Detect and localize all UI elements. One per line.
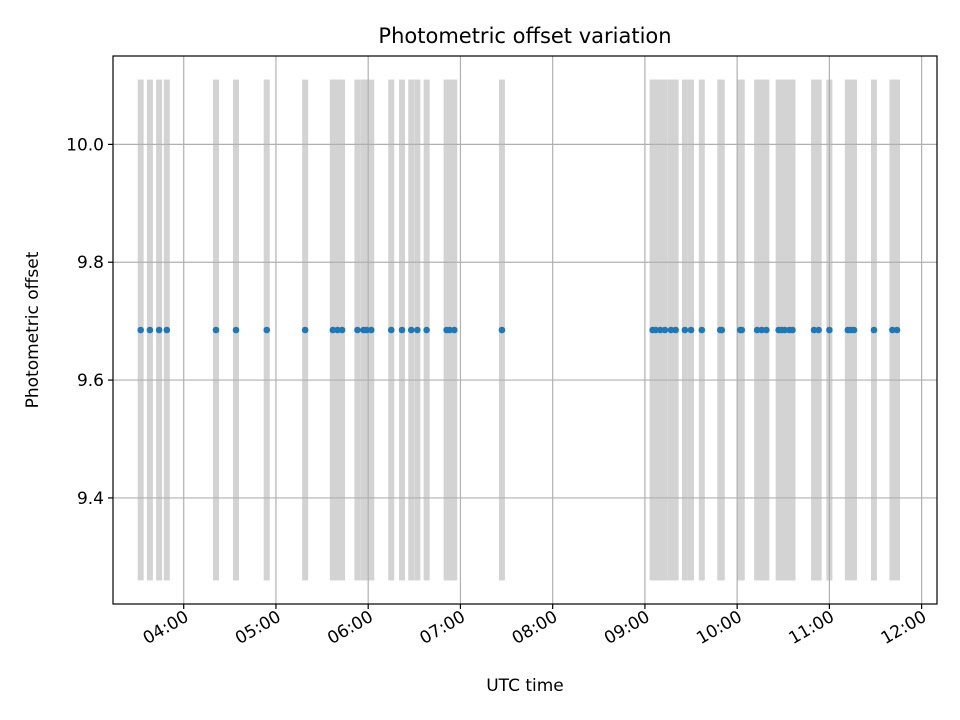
data-point — [155, 326, 163, 334]
data-point — [698, 326, 706, 334]
x-tick-label: 06:00 — [324, 607, 376, 649]
x-tick-label: 12:00 — [878, 607, 930, 649]
chart-title: Photometric offset variation — [378, 24, 671, 48]
data-point — [687, 326, 695, 334]
data-point — [893, 326, 901, 334]
data-point — [163, 326, 171, 334]
y-tick-label: 9.8 — [77, 253, 104, 273]
data-point — [763, 326, 770, 334]
data-point — [652, 326, 659, 334]
x-axis: 04:00 05:00 06:00 07:00 08:00 09:00 10:00 11:00… — [140, 604, 930, 649]
data-point — [498, 326, 506, 334]
data-point — [656, 326, 664, 334]
data-point — [681, 326, 689, 334]
y-tick-label: 9.4 — [77, 489, 104, 509]
plot-frame — [112, 55, 938, 605]
x-tick-label: 10:00 — [693, 607, 745, 649]
plot-area — [113, 56, 937, 604]
data-point — [329, 326, 337, 334]
data-point — [338, 326, 346, 334]
data-point — [815, 326, 822, 334]
data-points — [137, 326, 901, 334]
data-point — [446, 326, 453, 334]
data-point — [334, 326, 341, 334]
data-point — [758, 326, 766, 334]
data-point — [423, 326, 430, 334]
data-point — [672, 326, 679, 334]
data-point — [301, 326, 309, 334]
data-point — [870, 326, 878, 334]
data-point — [661, 326, 669, 334]
data-point — [367, 326, 375, 334]
data-point — [810, 326, 818, 334]
data-point — [137, 326, 144, 334]
data-point — [398, 326, 406, 334]
data-point — [232, 326, 240, 334]
data-point — [212, 326, 220, 334]
x-tick-label: 04:00 — [140, 607, 192, 649]
y-tick-label: 9.6 — [77, 371, 104, 391]
data-point — [263, 326, 271, 334]
data-point — [354, 326, 361, 334]
x-tick-label: 08:00 — [509, 607, 561, 649]
data-point — [387, 326, 395, 334]
data-point — [889, 326, 896, 334]
grid — [113, 56, 937, 604]
x-tick-label: 07:00 — [416, 607, 468, 649]
data-point — [718, 326, 726, 334]
data-point — [363, 326, 370, 334]
x-tick-label: 09:00 — [601, 607, 653, 649]
x-tick-label: 05:00 — [232, 607, 284, 649]
data-point — [146, 326, 154, 334]
data-point — [414, 326, 421, 334]
data-point — [450, 326, 458, 334]
data-point — [667, 326, 675, 334]
data-point — [781, 326, 789, 334]
data-point — [826, 326, 833, 334]
data-point — [850, 326, 858, 334]
y-axis: 9.4 9.6 9.8 10.0 — [66, 135, 113, 509]
x-axis-label: UTC time — [486, 676, 564, 696]
y-axis-label: Photometric offset — [23, 251, 43, 408]
data-point — [738, 326, 746, 334]
x-tick-label: 11:00 — [785, 607, 837, 649]
y-tick-label: 10.0 — [66, 135, 104, 155]
data-point — [789, 326, 796, 334]
data-point — [407, 326, 415, 334]
data-point — [753, 326, 761, 334]
